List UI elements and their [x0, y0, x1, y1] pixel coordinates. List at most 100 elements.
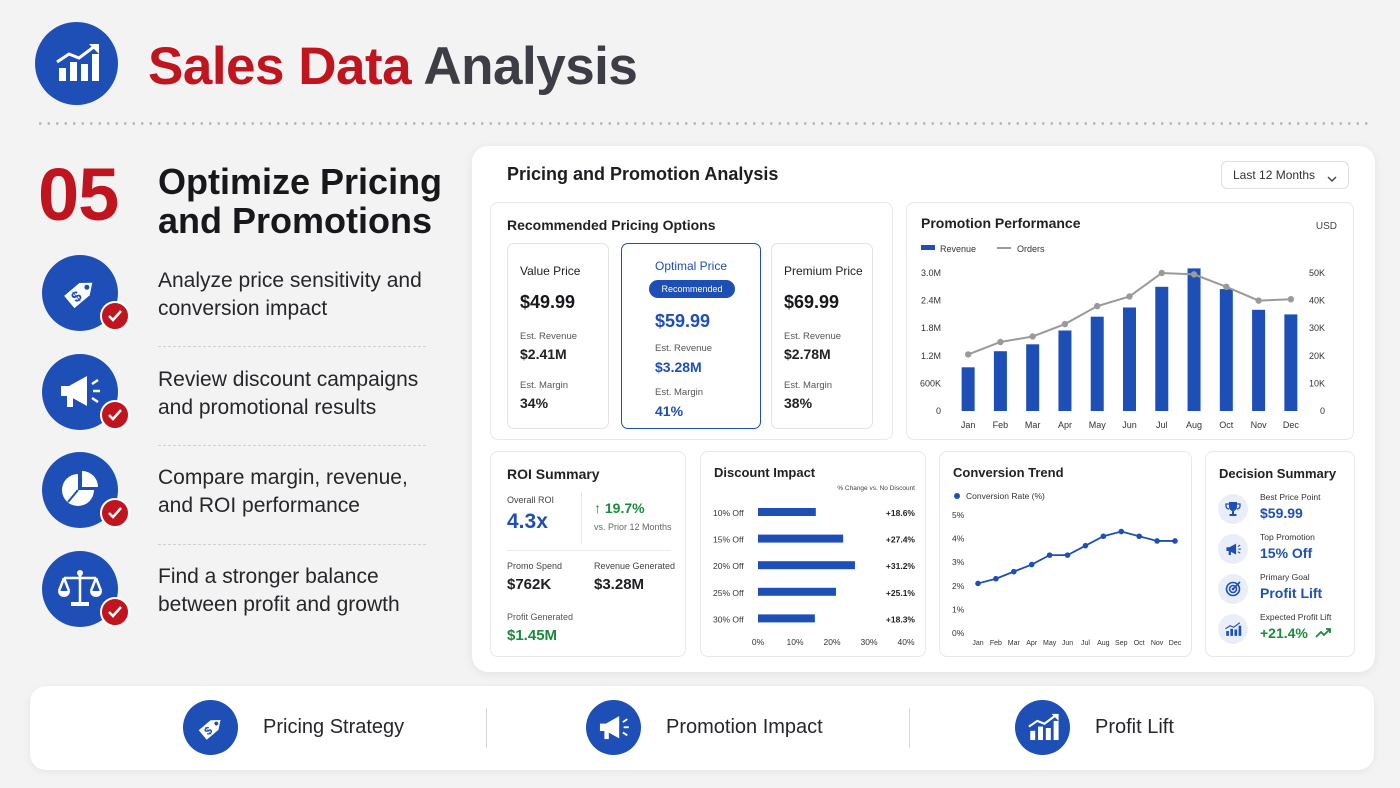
page-title: Sales Data Analysis	[148, 37, 638, 96]
decision-value: 15% Off	[1260, 545, 1313, 561]
revenue-bar	[1252, 309, 1266, 411]
data-label: +18.3%	[886, 614, 916, 624]
x-tick: 30%	[860, 637, 877, 647]
y-tick: 3%	[952, 557, 965, 567]
data-label: +31.2%	[886, 561, 916, 571]
x-tick: Mar	[1025, 420, 1041, 430]
bottom-label: Pricing Strategy	[263, 716, 405, 738]
header: Sales Data Analysis	[0, 0, 1400, 130]
category-label: 25% Off	[713, 588, 744, 598]
roi-change: ↑ 19.7%	[594, 500, 645, 516]
bar-chart-growth-icon	[35, 22, 118, 105]
divider	[909, 708, 910, 748]
x-tick: Dec	[1169, 640, 1182, 647]
x-tick: Jul	[1081, 640, 1090, 647]
orders-point	[1061, 320, 1069, 328]
conversion-point	[1172, 538, 1178, 544]
up-arrow-icon: ↑	[594, 500, 605, 516]
discount-bar	[758, 508, 816, 516]
chart-title: Promotion Performance	[921, 215, 1081, 231]
growth-chart-icon	[1015, 700, 1070, 755]
revenue-bar	[1026, 344, 1040, 411]
x-tick: 20%	[823, 637, 840, 647]
category-label: 15% Off	[713, 535, 744, 545]
card-title: Recommended Pricing Options	[507, 217, 716, 233]
decision-item: Primary Goal Profit Lift	[1206, 572, 1356, 610]
decision-value: Profit Lift	[1260, 585, 1323, 601]
discount-bar	[758, 614, 815, 623]
recommended-badge: Recommended	[649, 280, 735, 298]
x-tick: Aug	[1097, 640, 1110, 647]
feature-text: Analyze price sensitivity and conversion…	[158, 269, 422, 320]
conversion-point	[1154, 538, 1160, 544]
orders-point	[1190, 271, 1198, 278]
feature-item: Compare margin, revenue, and ROI perform…	[42, 452, 432, 532]
y-tick: 5%	[952, 510, 965, 520]
x-tick: Aug	[1186, 420, 1202, 430]
option-name: Optimal Price	[655, 259, 728, 273]
bottom-label: Promotion Impact	[666, 716, 823, 738]
option-price: $69.99	[784, 292, 840, 312]
revenue-generated-value: $3.28M	[594, 576, 645, 593]
target-icon	[1218, 574, 1248, 604]
category-label: 30% Off	[713, 614, 744, 624]
promotion-performance-card: Promotion Performance USD Revenue Orders 0 60…	[906, 202, 1354, 440]
divider	[507, 550, 671, 551]
margin-label: Est. Margin	[520, 380, 569, 391]
legend-orders-label: Orders	[1017, 244, 1045, 254]
y-right-tick: 30K	[1309, 323, 1325, 333]
x-tick: Jan	[972, 640, 983, 647]
revenue-label: Est. Revenue	[520, 331, 578, 342]
discount-bar	[758, 587, 837, 596]
y-left-tick: 2.4M	[921, 296, 941, 306]
revenue-value: $3.28M	[655, 359, 702, 375]
option-name: Premium Price	[784, 264, 863, 278]
x-tick: Apr	[1058, 420, 1072, 430]
conversion-point	[1118, 528, 1125, 535]
revenue-bar	[1219, 289, 1233, 411]
legend-label: Conversion Rate (%)	[966, 491, 1045, 501]
revenue-bar	[1058, 330, 1072, 411]
discount-bar	[758, 561, 855, 570]
price-tag-icon: $	[183, 700, 238, 755]
y-tick: 4%	[952, 534, 965, 544]
feature-text: Review discount campaigns and promotiona…	[158, 368, 419, 419]
optimal-price-option[interactable]: Optimal Price Recommended $59.99 Est. Re…	[621, 243, 761, 429]
x-tick: Mar	[1008, 640, 1021, 647]
orders-point	[1255, 297, 1262, 304]
x-tick: Sep	[1115, 640, 1128, 647]
x-tick: Feb	[990, 640, 1002, 647]
dotted-divider	[36, 122, 1370, 125]
decision-summary-card: Decision Summary Best Price Point $59.99 T…	[1205, 451, 1355, 657]
conversion-point	[975, 580, 981, 587]
feature-item: Review discount campaigns and promotiona…	[42, 354, 432, 434]
date-range-dropdown[interactable]: Last 12 Months	[1221, 161, 1349, 189]
legend-swatch	[954, 493, 960, 499]
data-label: +25.1%	[886, 588, 916, 598]
card-title: ROI Summary	[507, 466, 600, 482]
revenue-bar	[1284, 314, 1298, 411]
premium-price-option[interactable]: Premium Price $69.99 Est. Revenue $2.78M…	[771, 243, 873, 429]
value-price-option[interactable]: Value Price $49.99 Est. Revenue $2.41M E…	[507, 243, 609, 429]
orders-point	[997, 338, 1004, 346]
revenue-bar	[993, 351, 1007, 411]
trend-up-icon	[1315, 626, 1331, 644]
revenue-generated-label: Revenue Generated	[594, 561, 676, 571]
roi-change-note: vs. Prior 12 Months	[594, 522, 672, 532]
margin-label: Est. Margin	[655, 387, 704, 398]
y-right-tick: 50K	[1309, 268, 1325, 278]
divider	[486, 708, 487, 748]
orders-point	[1158, 269, 1165, 277]
y-right-tick: 40K	[1309, 296, 1325, 306]
discount-impact-card: Discount Impact % Change vs. No Discount 0…	[700, 451, 926, 657]
x-tick: Dec	[1283, 420, 1300, 430]
orders-point	[1287, 296, 1295, 303]
conversion-point	[1064, 552, 1071, 558]
x-tick: Jul	[1156, 420, 1168, 430]
margin-value: 41%	[655, 403, 684, 419]
x-tick: 0%	[752, 637, 765, 647]
option-price: $59.99	[655, 311, 711, 331]
revenue-label: Est. Revenue	[784, 331, 842, 342]
divider	[158, 544, 426, 545]
divider	[158, 445, 426, 446]
